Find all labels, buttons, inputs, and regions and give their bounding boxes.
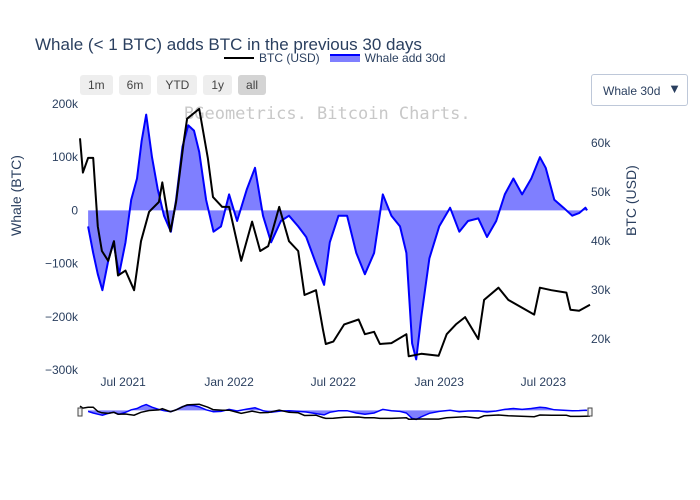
caret-down-icon: ▼ [668,81,681,96]
rangeslider-left-handle[interactable] [77,407,83,417]
y-left-tick-label: −300k [45,363,79,377]
range-button-ytd[interactable]: YTD [157,75,198,95]
y-right-tick-label: 20k [591,332,611,346]
legend[interactable]: BTC (USD) Whale add 30d [224,51,445,65]
btc-series-line [79,107,591,358]
range-button-1y[interactable]: 1y [203,75,233,95]
whale-area-fill [88,114,588,360]
rangeslider-whale-line [87,403,588,421]
chart-title: Whale (< 1 BTC) adds BTC in the previous… [35,35,422,54]
legend-area-swatch [329,54,360,62]
dropdown-value: Whale 30d [603,84,661,98]
y-left-tick-label: 200k [52,97,79,111]
watermark: BGeometrics. Bitcoin Charts. [184,104,471,124]
legend-line-swatch [224,57,254,59]
metric-dropdown[interactable]: Whale 30d ▼ [591,74,688,106]
legend-item-whale[interactable]: Whale add 30d [329,51,446,65]
range-button-all[interactable]: all [238,75,267,95]
x-tick-label: Jan 2023 [414,375,464,389]
y-right-tick-label: 50k [591,185,611,199]
x-tick-label: Jul 2022 [311,375,357,389]
y-left-tick-label: 0 [71,203,78,217]
x-tick-label: Jul 2023 [521,375,567,389]
y-right-tick-label: 40k [591,234,611,248]
x-tick-label: Jan 2022 [204,375,254,389]
range-button-6m[interactable]: 6m [118,75,152,95]
y-right-tick-label: 30k [591,283,611,297]
x-tick-label: Jul 2021 [100,375,146,389]
y-right-tick-label: 60k [591,136,611,150]
legend-item-btc[interactable]: BTC (USD) [224,51,320,65]
legend-label-whale: Whale add 30d [364,51,446,65]
y-left-tick-label: 100k [52,150,79,164]
rangeslider-btc-line [79,403,591,420]
legend-label-btc: BTC (USD) [259,51,320,65]
y-left-tick-label: −100k [45,257,79,271]
range-selector: 1m 6m YTD 1y all [80,75,267,95]
y-left-tick-label: −200k [45,310,79,324]
whale-series-line [87,113,588,361]
range-button-1m[interactable]: 1m [80,75,113,95]
rangeslider-right-handle[interactable] [587,407,593,417]
